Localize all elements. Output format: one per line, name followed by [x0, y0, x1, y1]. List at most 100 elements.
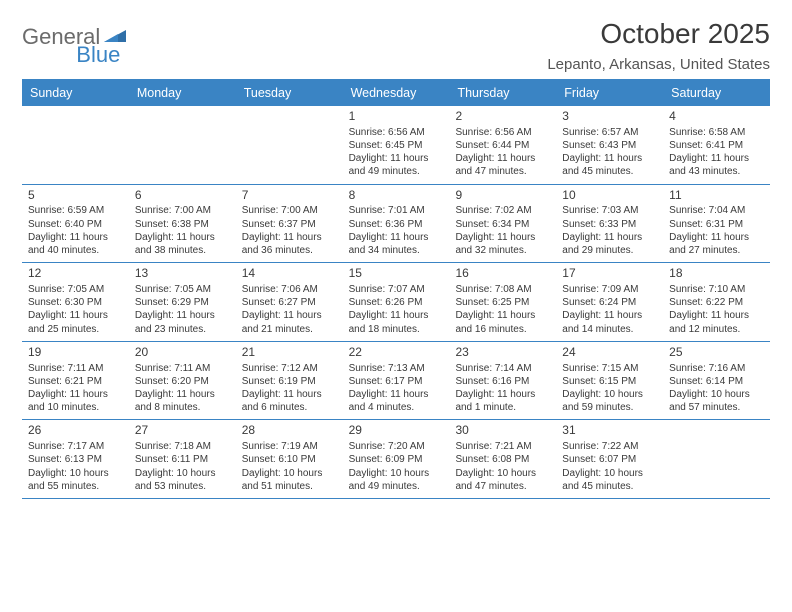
day-cell: 18Sunrise: 7:10 AMSunset: 6:22 PMDayligh…	[663, 263, 770, 341]
daylight-line: Daylight: 11 hours and 10 minutes.	[28, 388, 125, 414]
day-cell: 6Sunrise: 7:00 AMSunset: 6:38 PMDaylight…	[129, 185, 236, 263]
daylight-line: Daylight: 11 hours and 36 minutes.	[242, 231, 339, 257]
sunrise-line: Sunrise: 7:18 AM	[135, 440, 232, 453]
sunrise-line: Sunrise: 7:20 AM	[349, 440, 446, 453]
sunset-line: Sunset: 6:10 PM	[242, 453, 339, 466]
sunrise-line: Sunrise: 7:05 AM	[28, 283, 125, 296]
sunset-line: Sunset: 6:19 PM	[242, 375, 339, 388]
daylight-line: Daylight: 11 hours and 21 minutes.	[242, 309, 339, 335]
sunrise-line: Sunrise: 7:05 AM	[135, 283, 232, 296]
sunset-line: Sunset: 6:08 PM	[455, 453, 552, 466]
day-number: 18	[669, 266, 766, 282]
day-number: 27	[135, 423, 232, 439]
day-number: 10	[562, 188, 659, 204]
sunrise-line: Sunrise: 7:01 AM	[349, 204, 446, 217]
sunrise-line: Sunrise: 7:07 AM	[349, 283, 446, 296]
day-number: 17	[562, 266, 659, 282]
sunrise-line: Sunrise: 7:03 AM	[562, 204, 659, 217]
sunrise-line: Sunrise: 7:00 AM	[135, 204, 232, 217]
day-cell: 31Sunrise: 7:22 AMSunset: 6:07 PMDayligh…	[556, 420, 663, 498]
sunset-line: Sunset: 6:30 PM	[28, 296, 125, 309]
day-cell: 22Sunrise: 7:13 AMSunset: 6:17 PMDayligh…	[343, 342, 450, 420]
sunset-line: Sunset: 6:24 PM	[562, 296, 659, 309]
day-cell: 30Sunrise: 7:21 AMSunset: 6:08 PMDayligh…	[449, 420, 556, 498]
sunrise-line: Sunrise: 7:21 AM	[455, 440, 552, 453]
day-cell: 25Sunrise: 7:16 AMSunset: 6:14 PMDayligh…	[663, 342, 770, 420]
sunset-line: Sunset: 6:20 PM	[135, 375, 232, 388]
day-number: 1	[349, 109, 446, 125]
daylight-line: Daylight: 11 hours and 25 minutes.	[28, 309, 125, 335]
sunset-line: Sunset: 6:34 PM	[455, 218, 552, 231]
sunset-line: Sunset: 6:36 PM	[349, 218, 446, 231]
day-header-thursday: Thursday	[449, 81, 556, 106]
header: General Blue October 2025 Lepanto, Arkan…	[22, 18, 770, 73]
sunset-line: Sunset: 6:31 PM	[669, 218, 766, 231]
day-cell: 26Sunrise: 7:17 AMSunset: 6:13 PMDayligh…	[22, 420, 129, 498]
day-number: 4	[669, 109, 766, 125]
day-cell: 20Sunrise: 7:11 AMSunset: 6:20 PMDayligh…	[129, 342, 236, 420]
sunrise-line: Sunrise: 6:56 AM	[349, 126, 446, 139]
day-cell: 10Sunrise: 7:03 AMSunset: 6:33 PMDayligh…	[556, 185, 663, 263]
day-number: 22	[349, 345, 446, 361]
sunrise-line: Sunrise: 7:19 AM	[242, 440, 339, 453]
daylight-line: Daylight: 10 hours and 49 minutes.	[349, 467, 446, 493]
day-number: 3	[562, 109, 659, 125]
empty-cell	[236, 106, 343, 184]
sunrise-line: Sunrise: 6:58 AM	[669, 126, 766, 139]
sunrise-line: Sunrise: 7:17 AM	[28, 440, 125, 453]
day-number: 13	[135, 266, 232, 282]
day-number: 20	[135, 345, 232, 361]
daylight-line: Daylight: 11 hours and 14 minutes.	[562, 309, 659, 335]
day-number: 30	[455, 423, 552, 439]
day-number: 28	[242, 423, 339, 439]
calendar: SundayMondayTuesdayWednesdayThursdayFrid…	[22, 79, 770, 499]
sunrise-line: Sunrise: 6:57 AM	[562, 126, 659, 139]
sunset-line: Sunset: 6:44 PM	[455, 139, 552, 152]
day-number: 24	[562, 345, 659, 361]
day-number: 21	[242, 345, 339, 361]
sunrise-line: Sunrise: 7:22 AM	[562, 440, 659, 453]
day-header-wednesday: Wednesday	[343, 81, 450, 106]
day-number: 11	[669, 188, 766, 204]
sunrise-line: Sunrise: 7:08 AM	[455, 283, 552, 296]
daylight-line: Daylight: 11 hours and 4 minutes.	[349, 388, 446, 414]
day-cell: 4Sunrise: 6:58 AMSunset: 6:41 PMDaylight…	[663, 106, 770, 184]
title-block: October 2025 Lepanto, Arkansas, United S…	[547, 18, 770, 73]
sunrise-line: Sunrise: 6:56 AM	[455, 126, 552, 139]
logo-text-blue: Blue	[76, 42, 120, 68]
sunrise-line: Sunrise: 6:59 AM	[28, 204, 125, 217]
day-number: 7	[242, 188, 339, 204]
day-number: 16	[455, 266, 552, 282]
sunset-line: Sunset: 6:33 PM	[562, 218, 659, 231]
day-cell: 12Sunrise: 7:05 AMSunset: 6:30 PMDayligh…	[22, 263, 129, 341]
day-number: 25	[669, 345, 766, 361]
day-cell: 8Sunrise: 7:01 AMSunset: 6:36 PMDaylight…	[343, 185, 450, 263]
sunset-line: Sunset: 6:14 PM	[669, 375, 766, 388]
daylight-line: Daylight: 11 hours and 38 minutes.	[135, 231, 232, 257]
sunset-line: Sunset: 6:13 PM	[28, 453, 125, 466]
daylight-line: Daylight: 10 hours and 59 minutes.	[562, 388, 659, 414]
empty-cell	[663, 420, 770, 498]
sunrise-line: Sunrise: 7:11 AM	[28, 362, 125, 375]
day-number: 19	[28, 345, 125, 361]
sunrise-line: Sunrise: 7:14 AM	[455, 362, 552, 375]
day-cell: 24Sunrise: 7:15 AMSunset: 6:15 PMDayligh…	[556, 342, 663, 420]
day-header-sunday: Sunday	[22, 81, 129, 106]
daylight-line: Daylight: 11 hours and 40 minutes.	[28, 231, 125, 257]
daylight-line: Daylight: 11 hours and 47 minutes.	[455, 152, 552, 178]
day-number: 2	[455, 109, 552, 125]
empty-cell	[129, 106, 236, 184]
sunset-line: Sunset: 6:17 PM	[349, 375, 446, 388]
day-cell: 11Sunrise: 7:04 AMSunset: 6:31 PMDayligh…	[663, 185, 770, 263]
sunrise-line: Sunrise: 7:15 AM	[562, 362, 659, 375]
daylight-line: Daylight: 11 hours and 12 minutes.	[669, 309, 766, 335]
daylight-line: Daylight: 10 hours and 47 minutes.	[455, 467, 552, 493]
day-cell: 19Sunrise: 7:11 AMSunset: 6:21 PMDayligh…	[22, 342, 129, 420]
daylight-line: Daylight: 11 hours and 6 minutes.	[242, 388, 339, 414]
day-number: 29	[349, 423, 446, 439]
daylight-line: Daylight: 11 hours and 1 minute.	[455, 388, 552, 414]
sunset-line: Sunset: 6:16 PM	[455, 375, 552, 388]
daylight-line: Daylight: 11 hours and 32 minutes.	[455, 231, 552, 257]
day-number: 6	[135, 188, 232, 204]
sunset-line: Sunset: 6:38 PM	[135, 218, 232, 231]
